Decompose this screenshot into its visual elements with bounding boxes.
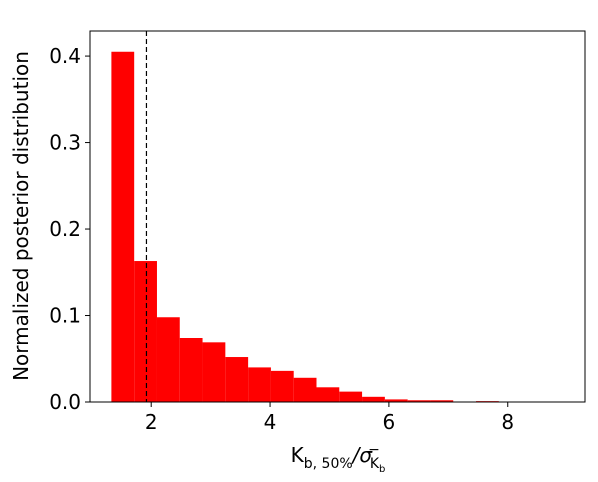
x-label-part: /σ [351,443,374,467]
y-tick-label: 0.3 [49,131,81,155]
y-tick-label: 0.4 [49,44,81,68]
bar [248,367,271,402]
x-tick-label: 2 [145,410,158,434]
bar [384,399,408,402]
bar [339,391,363,402]
x-tick-label: 4 [264,410,277,434]
x-label-part: b, 50% [304,456,353,472]
x-label-part: b [379,464,385,475]
bar [407,400,431,402]
bar [202,342,226,402]
x-label-part: − [368,442,380,458]
y-tick-label: 0.0 [49,390,81,414]
y-tick-label: 0.2 [49,217,81,241]
x-tick-label: 6 [383,410,396,434]
bar [270,370,294,402]
bar [179,338,203,402]
y-tick-label: 0.1 [49,304,81,328]
x-label-part: K [370,456,380,472]
plot-frame [89,30,586,403]
x-axis-label: Kb, 50%/σ− Kb [291,442,386,475]
x-label-part: K [291,443,305,467]
y-axis-label: Normalized posterior distribution [9,51,33,381]
bar [111,51,135,402]
bar [362,396,385,402]
bar [293,377,317,402]
bar [316,387,340,402]
bar [225,357,249,402]
bar [134,261,157,402]
bar [430,400,454,402]
bar [156,317,180,402]
x-tick-label: 8 [501,410,514,434]
